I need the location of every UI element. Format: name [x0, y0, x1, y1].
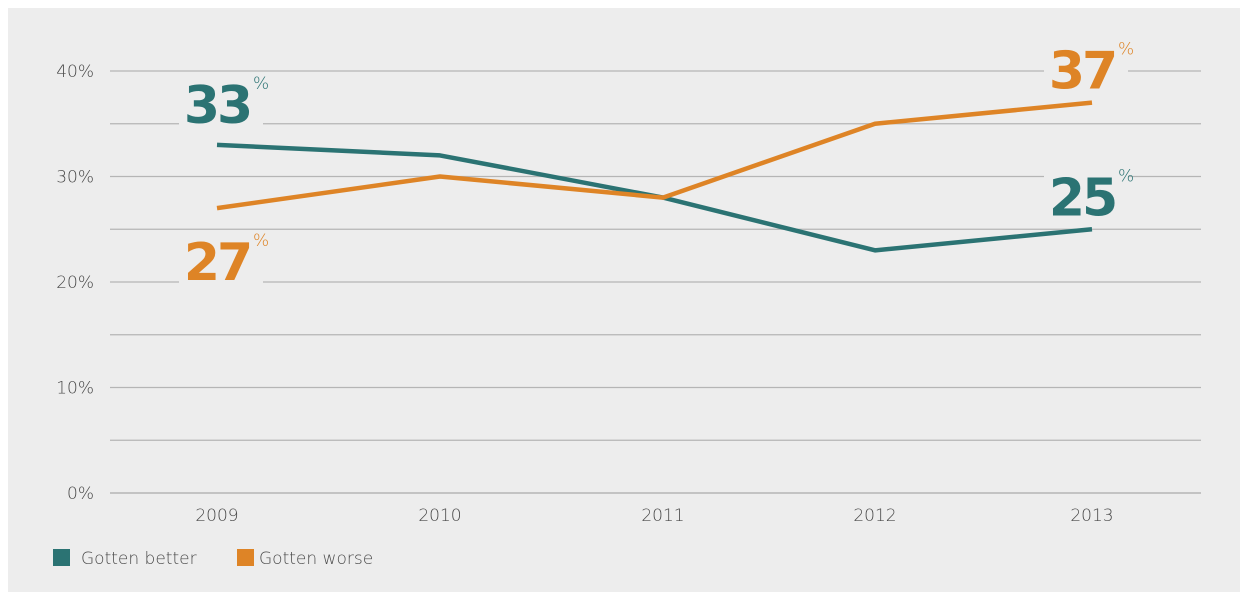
series-lines — [216, 100, 1093, 253]
y-tick-label: 20% — [56, 273, 94, 293]
callout-percent-sign: % — [1118, 40, 1134, 60]
x-tick-label: 2011 — [641, 506, 684, 526]
chart-container: 0% 10% 20% 30% 40% 2009 2010 2011 2012 2013 33% 2… — [8, 8, 1240, 592]
y-tick-label: 40% — [56, 62, 94, 82]
callout-value: 33 — [184, 76, 250, 136]
legend: Gotten better Gotten worse — [53, 549, 373, 569]
callout-background — [179, 72, 263, 127]
line-chart: 0%10%20%30%40% 2009 2010 2011 2012 2013 33 %2… — [53, 38, 1201, 569]
y-axis-ticks: 0% 10% 20% 30% 40% — [56, 62, 94, 504]
y-tick-label: 30% — [56, 168, 94, 188]
callout-background — [1044, 165, 1128, 220]
series-line-gotten-worse — [216, 100, 1093, 211]
callout-background — [1044, 38, 1128, 93]
legend-swatch-gotten-better — [53, 549, 70, 566]
value-callouts: 33 %27 %37 %25% — [179, 38, 1134, 293]
callout-value: 37 — [1049, 42, 1115, 102]
x-tick-label: 2009 — [195, 506, 238, 526]
x-tick-label: 2012 — [853, 506, 896, 526]
legend-label-gotten-worse: Gotten worse — [259, 549, 373, 569]
x-tick-label: 2010 — [418, 506, 461, 526]
callout-percent-sign: % — [1118, 166, 1134, 186]
legend-swatch-gotten-worse — [237, 549, 254, 566]
callout-background — [179, 230, 263, 285]
y-tick-label: 0% — [67, 484, 94, 504]
callout-percent-sign: % — [253, 74, 269, 94]
grid-lines — [110, 70, 1201, 494]
x-tick-label: 2013 — [1070, 506, 1113, 526]
callout-value: 27 — [184, 233, 250, 293]
callout-value: 25 — [1049, 168, 1115, 228]
legend-label-gotten-better: Gotten better — [81, 549, 197, 569]
callout-percent-sign: % — [253, 231, 269, 251]
x-axis-ticks: 2009 2010 2011 2012 2013 — [195, 506, 1113, 526]
y-tick-label: 10% — [56, 379, 94, 399]
